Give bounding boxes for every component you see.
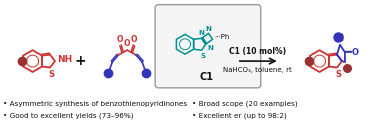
Text: C1 (10 mol%): C1 (10 mol%)	[229, 47, 286, 56]
Text: N: N	[198, 30, 204, 36]
Text: • Asymmetric synthesis of benzothienopyridinones: • Asymmetric synthesis of benzothienopyr…	[3, 101, 187, 107]
Text: • Good to excellent yields (73–96%): • Good to excellent yields (73–96%)	[3, 112, 133, 119]
Text: S: S	[335, 70, 341, 79]
Text: C1: C1	[200, 72, 214, 82]
Text: N: N	[206, 26, 212, 32]
Text: O: O	[117, 35, 124, 44]
Text: NaHCO₃, toluene, rt: NaHCO₃, toluene, rt	[223, 67, 292, 73]
Text: • Broad scope (20 examples): • Broad scope (20 examples)	[192, 100, 297, 107]
Text: ···Ph: ···Ph	[215, 34, 230, 40]
Text: S: S	[48, 69, 54, 79]
Text: O: O	[352, 48, 359, 57]
FancyBboxPatch shape	[155, 5, 261, 88]
Text: +: +	[74, 54, 86, 68]
Text: N: N	[208, 45, 214, 51]
Text: NH: NH	[57, 55, 72, 64]
Text: O: O	[131, 35, 138, 44]
Text: N: N	[336, 34, 344, 43]
Text: O: O	[124, 39, 130, 48]
Text: • Excellent er (up to 98:2): • Excellent er (up to 98:2)	[192, 112, 287, 119]
Text: S: S	[200, 53, 205, 59]
